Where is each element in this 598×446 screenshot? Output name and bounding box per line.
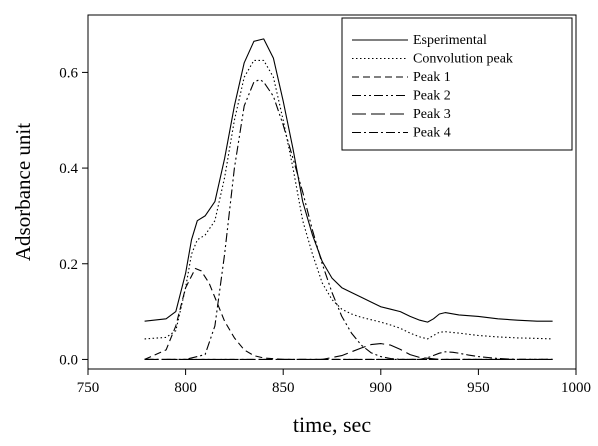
series-layer bbox=[144, 38, 553, 360]
y-tick-label: 0.6 bbox=[59, 65, 78, 81]
series-line-peak-1 bbox=[144, 267, 553, 360]
y-tick-label: 0.2 bbox=[59, 257, 78, 273]
legend-label: Peak 4 bbox=[413, 126, 451, 141]
x-tick-label: 850 bbox=[272, 380, 295, 396]
series-line-peak-4 bbox=[144, 351, 553, 360]
series-line-peak-2 bbox=[144, 79, 553, 360]
legend: Esperimental Convolution peak Peak 1 Peak 2… bbox=[341, 17, 573, 151]
legend-label: Peak 1 bbox=[413, 70, 451, 85]
x-tick-label: 950 bbox=[467, 380, 490, 396]
ticks-layer: 750 800 850 900 950 1000 0.0 0.2 0.4 0.6 bbox=[59, 65, 591, 396]
legend-label: Peak 3 bbox=[413, 107, 451, 122]
x-tick-label: 750 bbox=[77, 380, 100, 396]
x-axis-title: time, sec bbox=[293, 412, 371, 437]
y-tick-label: 0.0 bbox=[59, 352, 78, 368]
series-line-peak-3 bbox=[144, 343, 553, 360]
plot-frame bbox=[87, 14, 577, 370]
x-tick-label: 1000 bbox=[561, 380, 591, 396]
legend-label: Peak 2 bbox=[413, 89, 451, 104]
x-tick-label: 900 bbox=[370, 380, 393, 396]
y-axis-title: Adsorbance unit bbox=[11, 123, 35, 261]
legend-label: Convolution peak bbox=[413, 52, 513, 67]
series-line-esperimental bbox=[144, 38, 553, 323]
legend-items: Esperimental Convolution peak Peak 1 Peak 2… bbox=[352, 33, 513, 141]
x-tick-label: 800 bbox=[174, 380, 197, 396]
legend-label: Esperimental bbox=[413, 33, 487, 48]
y-tick-label: 0.4 bbox=[59, 161, 78, 177]
